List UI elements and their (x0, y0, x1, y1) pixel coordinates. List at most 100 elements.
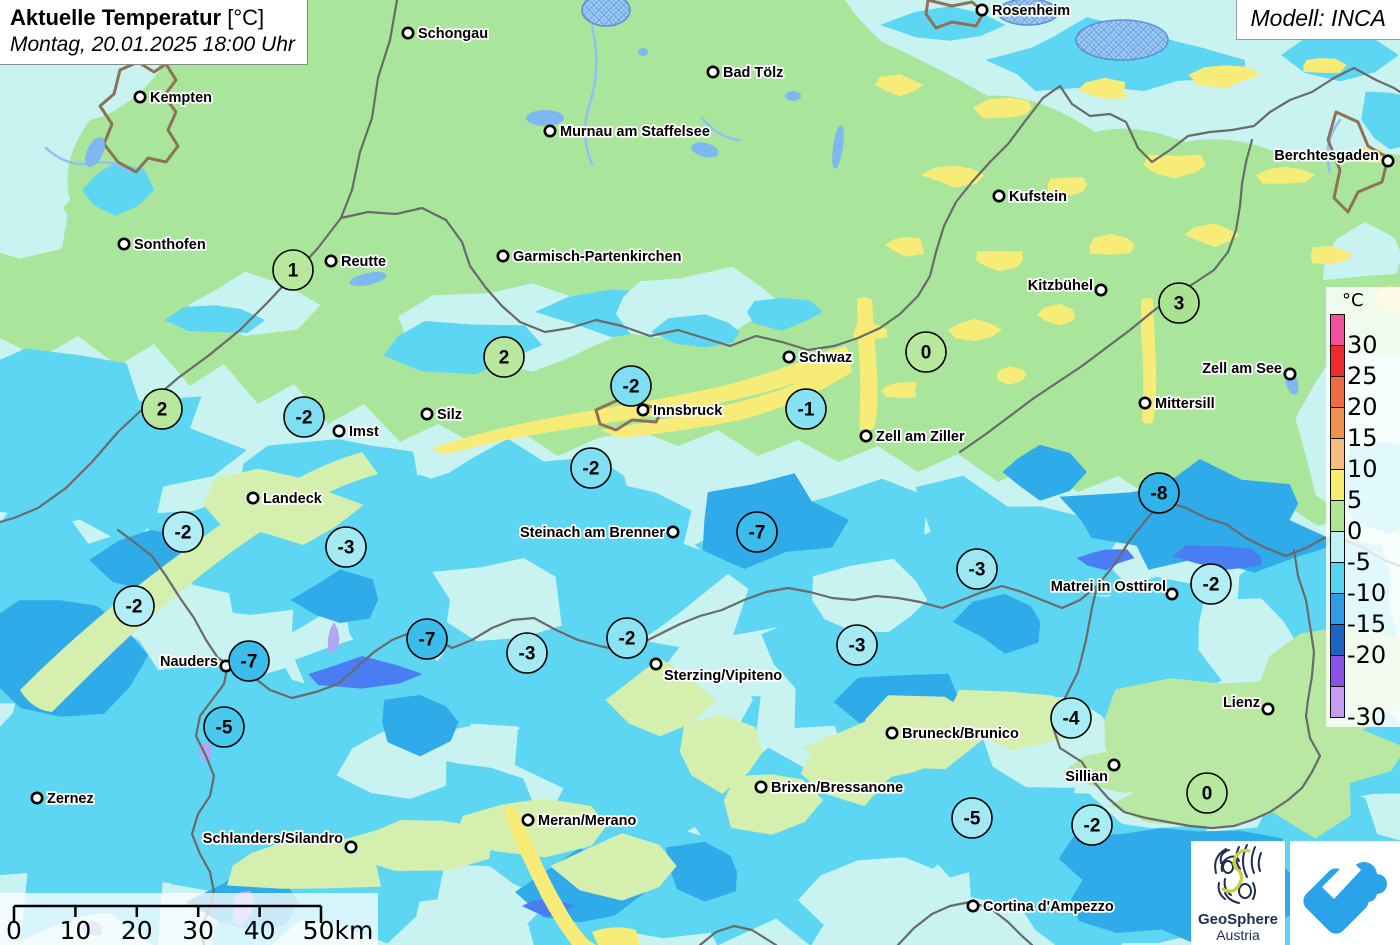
city-marker (859, 429, 873, 443)
legend-tick-label: 0 (1347, 517, 1363, 545)
legend-cell (1330, 469, 1345, 501)
city-label: Kempten (150, 90, 212, 106)
station-value: -2 (623, 377, 640, 398)
station: -8 (1138, 472, 1180, 514)
legend-tick-label: -5 (1347, 548, 1371, 576)
station-value: -3 (338, 538, 355, 559)
station: -7 (736, 511, 778, 553)
legend-cell (1330, 593, 1345, 625)
station-value: 0 (921, 343, 932, 364)
station-value: 0 (1202, 784, 1213, 805)
scale-bar: 0 10 20 30 40 50km (0, 893, 378, 945)
city: Matrei in Osttirol (1049, 577, 1179, 601)
station: 1 (272, 249, 314, 291)
station-circle (905, 331, 947, 373)
station-circle (1190, 563, 1232, 605)
city: Zell am Ziller (859, 427, 967, 447)
station-circle (272, 249, 314, 291)
station-circle (113, 585, 155, 627)
city-label: Schlanders/Silandro (203, 831, 343, 847)
city-marker (324, 254, 338, 268)
station: -3 (836, 624, 878, 666)
station-value: -3 (849, 636, 866, 657)
city-label: Zell am Ziller (876, 429, 965, 445)
city: Murnau am Staffelsee (543, 122, 712, 142)
city-marker (543, 124, 557, 138)
city-marker (1107, 758, 1121, 772)
city: Reutte (324, 252, 388, 272)
legend-unit: °C (1342, 290, 1364, 311)
legend-tick-label: -15 (1347, 610, 1387, 638)
legend-cell (1330, 345, 1345, 377)
city: Garmisch-Partenkirchen (496, 247, 683, 267)
station: -2 (606, 617, 648, 659)
geosphere-logo-box: GeoSphere Austria (1191, 841, 1285, 945)
legend-tick-label: 10 (1347, 455, 1378, 483)
station-circle (141, 388, 183, 430)
city-label: Kitzbühel (1028, 278, 1093, 294)
station-value: -2 (126, 597, 143, 618)
scale-label: 10 (59, 916, 91, 945)
legend-cell (1330, 562, 1345, 594)
station: -5 (203, 706, 245, 748)
city-marker (885, 726, 899, 740)
city-label: Schongau (418, 26, 488, 42)
city-marker (1381, 154, 1395, 168)
legend-tick-label: 5 (1347, 486, 1363, 514)
legend-cell (1330, 531, 1345, 563)
station-circle (956, 548, 998, 590)
station-value: -8 (1151, 484, 1168, 505)
station-value: -2 (296, 408, 313, 429)
station-circle (228, 640, 270, 682)
station-circle (736, 511, 778, 553)
city-label: Cortina d'Ampezzo (983, 899, 1114, 915)
city: Berchtesgaden (1272, 146, 1395, 168)
station-circle (325, 526, 367, 568)
legend-cell (1330, 500, 1345, 532)
city-marker (966, 899, 980, 913)
station-layer: 1 2 -2 0 3 2 -2 -1 -2 -8 -2 -3 -7 -3 -2 -2 -7 -2 -3 -3 -7 -4 -… (113, 249, 1232, 846)
legend-tick-label: 25 (1347, 362, 1378, 390)
scale-label: 30 (182, 916, 214, 945)
city-label: Bad Tölz (723, 65, 783, 81)
city-label: Bruneck/Brunico (902, 726, 1019, 742)
city-marker (975, 3, 989, 17)
page-subtitle: Montag, 20.01.2025 18:00 Uhr (10, 32, 295, 56)
city-layer: Schongau Rosenheim Bad Tölz Kempten Murnau a… (30, 1, 1395, 917)
scale-label: 40 (244, 916, 276, 945)
city: Zernez (30, 789, 96, 809)
station-value: -3 (519, 644, 536, 665)
station-circle (836, 624, 878, 666)
city-marker (117, 237, 131, 251)
page-title: Aktuelle Temperatur (10, 5, 222, 30)
legend-tick-label: 30 (1347, 331, 1378, 359)
city: Bruneck/Brunico (885, 724, 1021, 744)
scale-label: 50km (303, 916, 374, 945)
city: Silz (420, 405, 464, 425)
city-marker (992, 189, 1006, 203)
city-marker (1165, 587, 1179, 601)
city-label: Meran/Merano (538, 813, 636, 829)
city-marker (636, 403, 650, 417)
station: 0 (1186, 772, 1228, 814)
city: Sonthofen (117, 235, 207, 255)
station-circle (483, 336, 525, 378)
city-marker (782, 350, 796, 364)
legend-cell (1330, 407, 1345, 439)
station: 2 (483, 336, 525, 378)
mountain-cloud-logo (1303, 859, 1387, 934)
station: -2 (610, 365, 652, 407)
station: -5 (951, 797, 993, 839)
city-label: Garmisch-Partenkirchen (513, 249, 681, 265)
city: Mittersill (1138, 394, 1216, 414)
legend-cell (1330, 376, 1345, 408)
station: -2 (1071, 804, 1113, 846)
city-label: Murnau am Staffelsee (560, 124, 710, 140)
station-circle (1050, 697, 1092, 739)
legend-cell (1330, 314, 1345, 346)
station-circle (162, 511, 204, 553)
city-marker (133, 90, 147, 104)
map-title-box: Aktuelle Temperatur [°C] Montag, 20.01.2… (0, 0, 308, 66)
station-value: -7 (241, 652, 258, 673)
